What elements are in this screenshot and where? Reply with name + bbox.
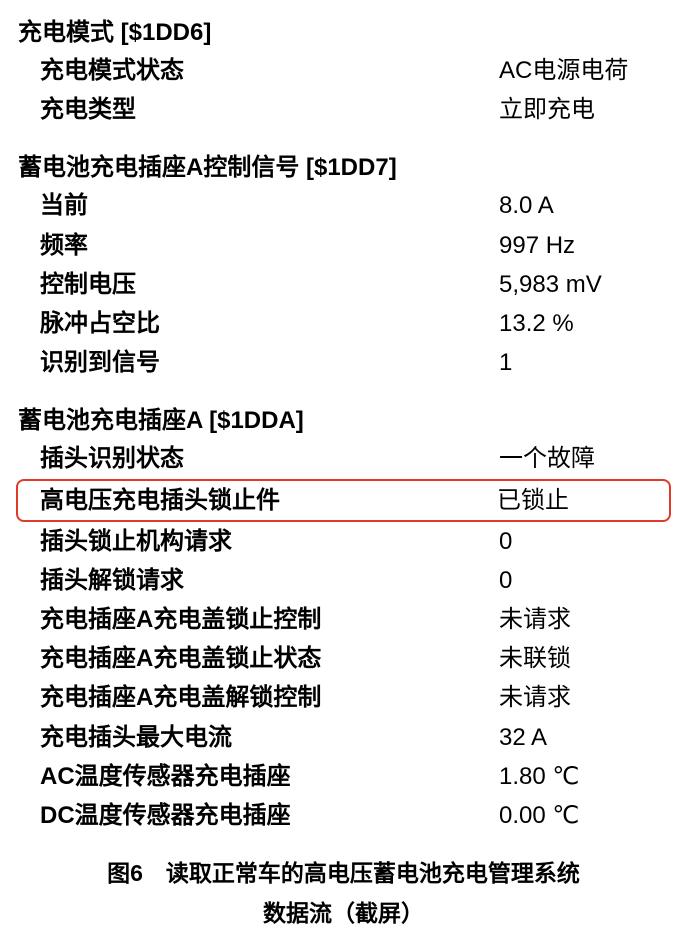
data-row: DC温度传感器充电插座 0.00 ℃ — [18, 796, 669, 835]
diagnostic-data-panel: 充电模式 [$1DD6] 充电模式状态 AC电源电荷 充电类型 立即充电 蓄电池… — [0, 0, 687, 952]
row-label: 充电类型 — [18, 91, 136, 128]
data-row: 充电类型 立即充电 — [18, 90, 669, 129]
row-label: 插头解锁请求 — [18, 562, 184, 599]
data-row: 充电插座A充电盖锁止状态 未联锁 — [18, 639, 669, 678]
row-label: 频率 — [18, 227, 88, 264]
row-value: 已锁止 — [497, 482, 667, 519]
row-label: 充电插座A充电盖解锁控制 — [18, 679, 321, 716]
row-label: 充电插座A充电盖锁止状态 — [18, 640, 321, 677]
row-value: 立即充电 — [499, 91, 669, 128]
section-header: 充电模式 [$1DD6] — [18, 12, 669, 47]
row-value: 一个故障 — [499, 440, 669, 477]
data-row: 插头识别状态 一个故障 — [18, 439, 669, 478]
caption-line-1: 图6 读取正常车的高电压蓄电池充电管理系统 — [18, 853, 669, 893]
data-row: 识别到信号 1 — [18, 343, 669, 382]
data-row: 当前 8.0 A — [18, 186, 669, 225]
row-value: 未请求 — [499, 679, 669, 716]
row-label: AC温度传感器充电插座 — [18, 758, 291, 795]
row-label: 脉冲占空比 — [18, 305, 160, 342]
row-label: 插头锁止机构请求 — [18, 523, 232, 560]
row-value: 未请求 — [499, 601, 669, 638]
data-row-highlighted: 高电压充电插头锁止件 已锁止 — [16, 479, 671, 522]
data-row: AC温度传感器充电插座 1.80 ℃ — [18, 757, 669, 796]
data-row: 控制电压 5,983 mV — [18, 265, 669, 304]
section-header: 蓄电池充电插座A [$1DDA] — [18, 400, 669, 435]
data-row: 充电模式状态 AC电源电荷 — [18, 51, 669, 90]
data-row: 脉冲占空比 13.2 % — [18, 304, 669, 343]
figure-caption: 图6 读取正常车的高电压蓄电池充电管理系统 数据流（截屏） — [18, 853, 669, 934]
row-value: 0.00 ℃ — [499, 797, 669, 834]
caption-line-2: 数据流（截屏） — [18, 893, 669, 933]
data-row: 充电插座A充电盖锁止控制 未请求 — [18, 600, 669, 639]
row-label: 充电插头最大电流 — [18, 719, 232, 756]
row-value: 5,983 mV — [499, 266, 669, 303]
row-label: 识别到信号 — [18, 344, 160, 381]
row-value: AC电源电荷 — [499, 52, 669, 89]
data-row: 充电插头最大电流 32 A — [18, 718, 669, 757]
section-header: 蓄电池充电插座A控制信号 [$1DD7] — [18, 147, 669, 182]
row-value: 997 Hz — [499, 227, 669, 264]
data-row: 插头锁止机构请求 0 — [18, 522, 669, 561]
row-value: 1.80 ℃ — [499, 758, 669, 795]
row-label: 控制电压 — [18, 266, 136, 303]
data-row: 插头解锁请求 0 — [18, 561, 669, 600]
row-label: 当前 — [18, 187, 88, 224]
row-label: DC温度传感器充电插座 — [18, 797, 291, 834]
row-label: 充电插座A充电盖锁止控制 — [18, 601, 321, 638]
row-value: 1 — [499, 344, 669, 381]
row-value: 未联锁 — [499, 640, 669, 677]
row-value: 13.2 % — [499, 305, 669, 342]
row-label: 插头识别状态 — [18, 440, 184, 477]
data-row: 频率 997 Hz — [18, 226, 669, 265]
row-value: 32 A — [499, 719, 669, 756]
row-label: 高电压充电插头锁止件 — [20, 482, 280, 519]
row-label: 充电模式状态 — [18, 52, 184, 89]
row-value: 0 — [499, 562, 669, 599]
row-value: 8.0 A — [499, 187, 669, 224]
data-row: 充电插座A充电盖解锁控制 未请求 — [18, 678, 669, 717]
row-value: 0 — [499, 523, 669, 560]
